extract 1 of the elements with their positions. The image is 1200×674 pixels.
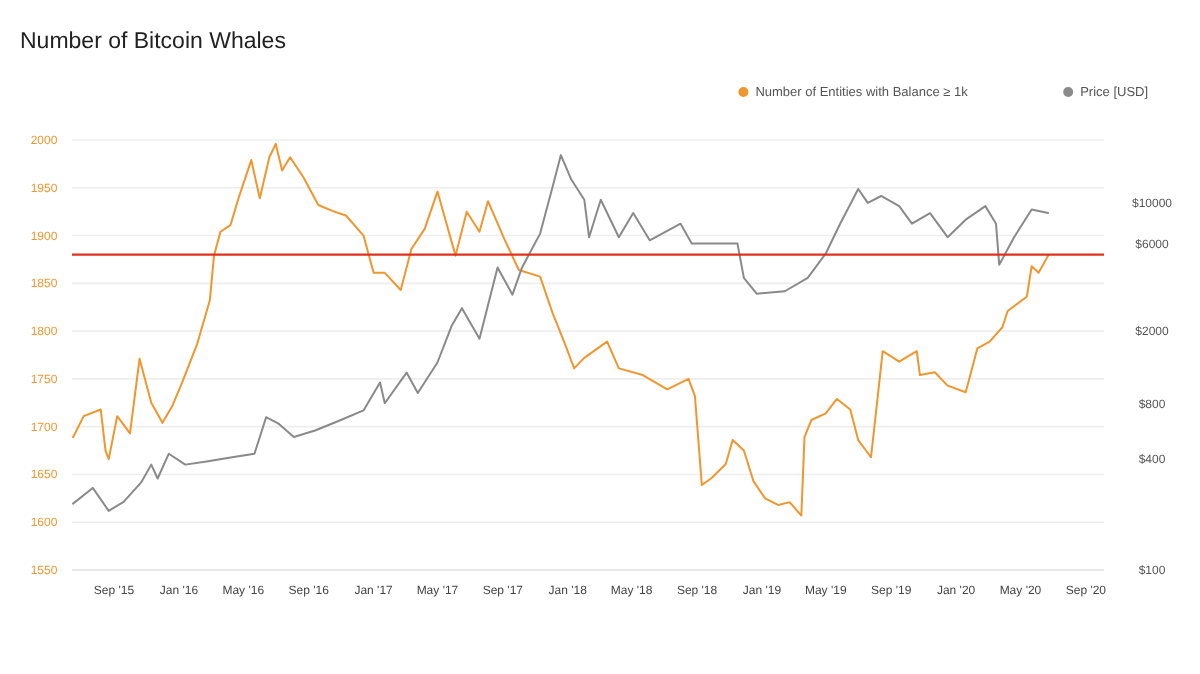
chart-title: Number of Bitcoin Whales: [20, 30, 287, 54]
